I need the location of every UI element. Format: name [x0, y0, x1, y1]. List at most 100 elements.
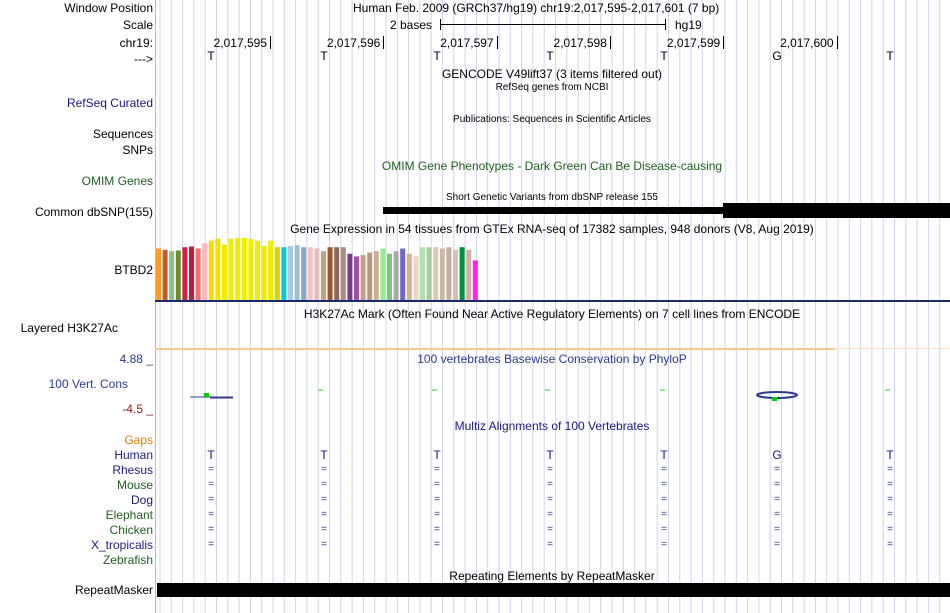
gtex-tissue-bar: [241, 237, 247, 300]
gtex-tissue-bar: [354, 256, 359, 300]
gtex-tissue-bar: [433, 247, 439, 300]
repeatmasker-feature[interactable]: [157, 583, 950, 597]
gtex-tissue-bar: [162, 249, 168, 300]
h3k27ac-signal-line-faint: [835, 348, 950, 349]
aligned-base: =: [547, 479, 553, 490]
multiz-track-title[interactable]: Multiz Alignments of 100 Vertebrates: [454, 419, 650, 433]
aligned-base: =: [208, 479, 214, 490]
publications-track-title[interactable]: Publications: Sequences in Scientific Ar…: [453, 114, 651, 125]
gtex-track-title[interactable]: Gene Expression in 54 tissues from GTEx …: [290, 222, 814, 236]
h3k27ac-track-title[interactable]: H3K27Ac Mark (Often Found Near Active Re…: [303, 307, 801, 321]
dbsnp-track-label[interactable]: Common dbSNP(155): [34, 205, 153, 219]
coord-tick: [383, 36, 385, 49]
gtex-tissue-bar: [321, 251, 326, 300]
gtex-tissue-bar: [301, 247, 307, 300]
aligned-base: =: [661, 524, 667, 535]
gencode-track-title[interactable]: GENCODE V49lift37 (3 items filtered out): [441, 67, 663, 81]
aligned-base: =: [547, 524, 553, 535]
gtex-gene-label[interactable]: BTBD2: [114, 263, 153, 277]
omim-track-label[interactable]: OMIM Genes: [81, 174, 153, 188]
coord-tick: [836, 36, 838, 49]
gtex-expression-bars[interactable]: [155, 234, 555, 300]
gtex-tissue-bar: [472, 260, 478, 300]
repeatmasker-track-label[interactable]: RepeatMasker: [74, 583, 153, 597]
sequences-track-label[interactable]: Sequences: [92, 127, 153, 141]
aligned-base: =: [774, 509, 780, 520]
repeatmasker-track-title[interactable]: Repeating Elements by RepeatMasker: [449, 569, 655, 583]
aligned-base: =: [887, 479, 893, 490]
conservation-track-title[interactable]: 100 vertebrates Basewise Conservation by…: [417, 352, 687, 366]
conservation-track-label[interactable]: 100 Vert. Cons: [48, 377, 128, 391]
gtex-tissue-bar: [459, 247, 465, 300]
gtex-tissue-bar: [453, 249, 458, 300]
species-label[interactable]: Zebrafish: [102, 553, 153, 567]
gtex-tissue-bar: [268, 240, 274, 300]
species-label[interactable]: Chicken: [109, 523, 153, 537]
coord-label: 2,017,597: [440, 36, 494, 50]
species-label[interactable]: Elephant: [105, 508, 153, 522]
gtex-tissue-bar: [387, 253, 392, 300]
h3k27ac-track-label[interactable]: Layered H3K27Ac: [20, 321, 118, 335]
gtex-tissue-bar: [334, 247, 340, 300]
coord-tick: [270, 36, 271, 49]
omim-track-title[interactable]: OMIM Gene Phenotypes - Dark Green Can Be…: [381, 159, 723, 173]
human-base: G: [772, 448, 782, 462]
dbsnp-feature-thick[interactable]: [723, 203, 950, 218]
base-letter: T: [207, 49, 215, 63]
gtex-tissue-bar: [446, 247, 452, 300]
window-position-label: Window Position: [64, 1, 153, 15]
species-label[interactable]: Rhesus: [112, 463, 153, 477]
coord-tick: [723, 36, 725, 49]
coord-label: 2,017,600: [780, 36, 834, 50]
gtex-tissue-bar: [222, 244, 227, 300]
scale-bar: [440, 24, 666, 25]
species-label[interactable]: Dog: [130, 493, 153, 507]
scale-text: 2 bases: [390, 18, 433, 32]
gtex-tissue-bar: [182, 247, 188, 300]
gtex-tissue-bar: [400, 248, 406, 300]
refseq-track-label[interactable]: RefSeq Curated: [66, 96, 153, 110]
human-base: T: [433, 448, 441, 462]
coord-label: 2,017,595: [213, 36, 267, 50]
coord-tick: [609, 36, 611, 49]
strand-label: --->: [134, 52, 153, 66]
gtex-tissue-bar: [281, 247, 287, 300]
base-letter: T: [320, 49, 328, 63]
gtex-tissue-bar: [288, 245, 293, 300]
gtex-tissue-bar: [406, 253, 412, 300]
gtex-tissue-bar: [426, 247, 432, 300]
conservation-signal[interactable]: [155, 380, 950, 410]
dbsnp-track-title[interactable]: Short Genetic Variants from dbSNP releas…: [446, 192, 658, 203]
h3k27ac-signal-line: [155, 348, 835, 350]
cons-mark-1-peak: [204, 393, 209, 397]
aligned-base: =: [887, 464, 893, 475]
refseq-track-subtitle[interactable]: RefSeq genes from NCBI: [495, 82, 609, 93]
conservation-min-value: -4.5 _: [122, 402, 153, 416]
gtex-tissue-bar: [215, 238, 221, 300]
coord-label: 2,017,598: [553, 36, 607, 50]
gtex-tissue-bar: [420, 247, 425, 300]
species-label[interactable]: Human: [114, 448, 153, 462]
human-base: T: [886, 448, 894, 462]
aligned-base: =: [547, 509, 553, 520]
gtex-tissue-bar: [413, 256, 419, 300]
species-label[interactable]: Mouse: [116, 478, 153, 492]
dbsnp-feature-thin[interactable]: [383, 207, 723, 214]
gtex-tissue-bar: [294, 245, 300, 300]
aligned-base: =: [208, 464, 214, 475]
aligned-base: =: [434, 539, 440, 550]
window-position-value: Human Feb. 2009 (GRCh37/hg19) chr19:2,01…: [353, 1, 720, 15]
snps-track-label[interactable]: SNPs: [122, 143, 153, 157]
base-letter: G: [772, 49, 782, 63]
gtex-tissue-bar: [255, 240, 260, 300]
aligned-base: =: [774, 524, 780, 535]
gtex-tissue-bar: [175, 250, 181, 300]
species-label[interactable]: X_tropicalis: [90, 538, 153, 552]
aligned-base: =: [661, 494, 667, 505]
label-divider: [155, 0, 156, 613]
base-letter: T: [660, 49, 668, 63]
gtex-tissue-bar: [340, 247, 346, 300]
aligned-base: =: [321, 524, 327, 535]
gtex-tissue-bar: [228, 238, 234, 300]
cons-mark-6-low: [772, 397, 777, 401]
